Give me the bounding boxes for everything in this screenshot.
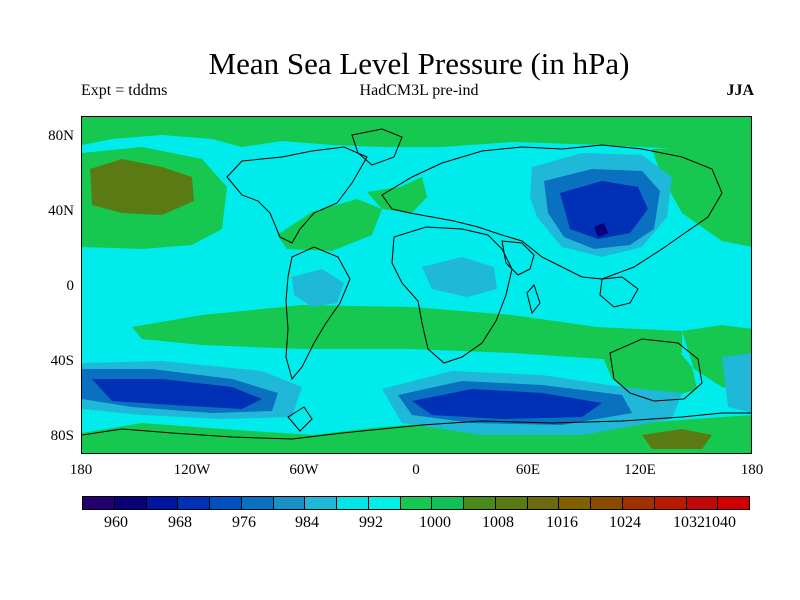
- lon-label-180w: 180: [69, 462, 93, 478]
- colorbar-segment: [432, 497, 465, 509]
- coastline-india: [501, 240, 535, 276]
- coastline-australia: [609, 338, 703, 402]
- colorbar-segment: [241, 497, 274, 509]
- coastline-greenland: [351, 128, 403, 166]
- contour-1008-north-atlantic-east: [367, 177, 427, 213]
- lat-label-40n: 40N: [48, 203, 74, 219]
- contour-1016-antarctic-east: [642, 429, 712, 449]
- colorbar-segment: [305, 497, 338, 509]
- colorbar-segment: [146, 497, 179, 509]
- lon-label-60w: 60W: [289, 462, 319, 478]
- colorbar-segment: [623, 497, 655, 509]
- colorbar-label-1040: 1040: [704, 514, 736, 531]
- colorbar-segment: [400, 497, 433, 509]
- contour-1008-australia: [602, 343, 697, 397]
- coastline-south-america: [285, 246, 351, 381]
- contour-1008-south-subtropical: [132, 305, 682, 359]
- coastline-north-america: [226, 146, 368, 244]
- model-label: HadCM3L pre-ind: [359, 82, 479, 99]
- colorbar-label-1008: 1008: [482, 514, 514, 531]
- lon-label-60e: 60E: [515, 462, 541, 478]
- lon-label-120e: 120E: [624, 462, 656, 478]
- colorbar-label-1024: 1024: [609, 514, 641, 531]
- contour-968-asian-core: [594, 223, 608, 237]
- colorbar-label-968: 968: [168, 514, 192, 531]
- coastline-africa: [391, 226, 513, 364]
- season-label: JJA: [726, 82, 754, 99]
- coastlines: [82, 128, 751, 440]
- colorbar-segment: [178, 497, 211, 509]
- lat-label-40s: 40S: [50, 353, 74, 369]
- colorbar-label-976: 976: [232, 514, 256, 531]
- contour-976-south-pacific-core: [92, 379, 262, 409]
- colorbar-segment: [559, 497, 592, 509]
- colorbar-segment: [337, 497, 369, 509]
- colorbar-label-1032: 1032: [673, 514, 705, 531]
- colorbar-segment: [654, 497, 687, 509]
- colorbar-segment: [83, 497, 115, 509]
- lat-label-80n: 80N: [48, 128, 74, 144]
- contour-1008-east-pacific: [652, 147, 751, 247]
- map-title: Mean Sea Level Pressure (in hPa): [208, 46, 630, 81]
- colorbar-segment: [495, 497, 528, 509]
- lon-label-120w: 120W: [173, 462, 211, 478]
- colorbar-segment: [114, 497, 147, 509]
- coastline-madagascar: [526, 284, 541, 315]
- coastline-europe-asia: [381, 144, 723, 280]
- contour-1008-north-band: [82, 117, 751, 157]
- pressure-map-svg: [82, 117, 751, 453]
- experiment-label: Expt = tddms: [81, 82, 168, 99]
- colorbar-label-984: 984: [295, 514, 319, 531]
- contour-976-south-indian-core: [412, 389, 602, 419]
- colorbar-segment: [210, 497, 242, 509]
- lat-label-0: 0: [66, 278, 75, 294]
- contour-992-africa-low: [422, 257, 497, 297]
- pressure-colorbar: [82, 496, 750, 510]
- colorbar-segment: [368, 497, 401, 509]
- lon-label-180e: 180: [740, 462, 764, 478]
- coastline-antarctica: [82, 412, 751, 440]
- pressure-map: [81, 116, 752, 454]
- contour-992-west-pacific: [722, 353, 751, 413]
- colorbar-label-1000: 1000: [419, 514, 451, 531]
- colorbar-label-960: 960: [104, 514, 128, 531]
- lon-label-0: 0: [412, 462, 420, 478]
- contour-992-south-america-low: [292, 269, 344, 307]
- coastline-se-asia: [599, 276, 639, 308]
- colorbar-label-992: 992: [359, 514, 383, 531]
- colorbar-segment: [591, 497, 624, 509]
- lat-label-80s: 80S: [50, 428, 74, 444]
- colorbar-segment: [686, 497, 719, 509]
- colorbar-label-1016: 1016: [546, 514, 578, 531]
- colorbar-segment: [527, 497, 560, 509]
- contour-1008-north-atlantic: [277, 199, 382, 251]
- coastline-antarctic-peninsula: [287, 406, 313, 432]
- contour-976-asian-core: [560, 181, 648, 239]
- contour-1016-pacific-high: [90, 159, 194, 215]
- colorbar-segment: [273, 497, 306, 509]
- colorbar-segment: [464, 497, 496, 509]
- colorbar-segment: [718, 497, 750, 509]
